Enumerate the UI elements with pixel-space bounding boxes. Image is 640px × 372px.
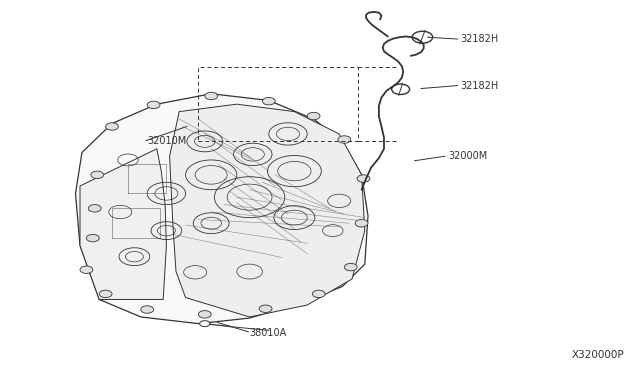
Circle shape (205, 92, 218, 100)
Polygon shape (80, 149, 166, 299)
Circle shape (344, 263, 357, 271)
Circle shape (198, 311, 211, 318)
Circle shape (338, 136, 351, 143)
Circle shape (80, 266, 93, 273)
Circle shape (355, 219, 368, 227)
Circle shape (99, 290, 112, 298)
Circle shape (106, 123, 118, 130)
Text: 32000M: 32000M (448, 151, 487, 161)
Text: X320000P: X320000P (572, 350, 624, 360)
Circle shape (200, 321, 210, 327)
Polygon shape (170, 104, 365, 317)
Circle shape (147, 101, 160, 109)
Circle shape (259, 305, 272, 312)
Circle shape (262, 97, 275, 105)
Circle shape (91, 171, 104, 179)
Circle shape (312, 290, 325, 298)
Text: 32182H: 32182H (461, 81, 499, 90)
Circle shape (141, 306, 154, 313)
Text: 32010M: 32010M (147, 136, 186, 145)
Circle shape (88, 205, 101, 212)
Text: 38010A: 38010A (250, 328, 287, 338)
Text: 32182H: 32182H (461, 34, 499, 44)
Circle shape (86, 234, 99, 242)
Circle shape (307, 112, 320, 120)
Circle shape (357, 175, 370, 182)
Polygon shape (76, 94, 368, 324)
